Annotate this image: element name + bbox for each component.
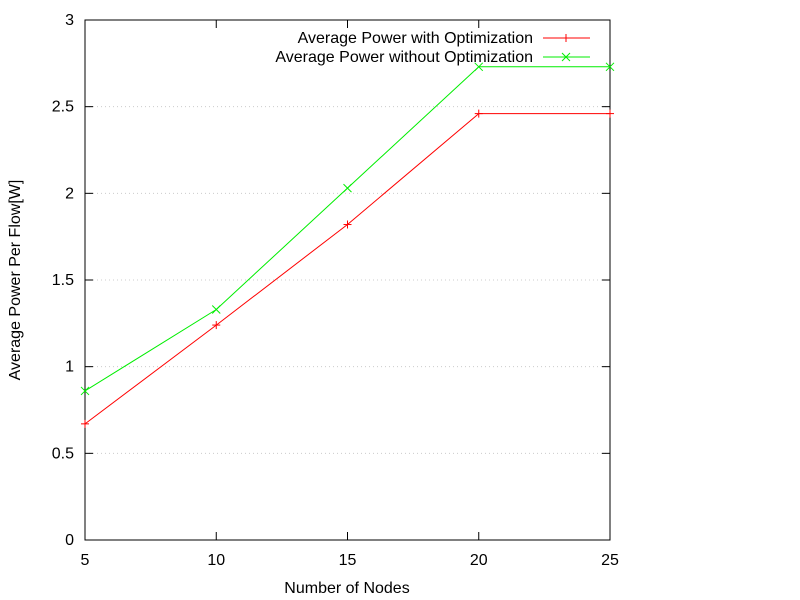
x-tick-label: 20: [470, 552, 488, 569]
data-point: [211, 305, 221, 314]
data-point: [605, 62, 615, 72]
legend-marker: [562, 34, 570, 42]
data-point: [606, 109, 614, 118]
y-tick-label: 3: [65, 12, 74, 29]
grid: [85, 106, 610, 454]
y-tick-label: 0.5: [52, 445, 74, 462]
series-line: [84, 66, 610, 392]
data-point: [474, 109, 483, 118]
data-point: [81, 419, 89, 428]
series-2: [80, 62, 615, 396]
y-axis-title: Average Power Per Flow[W]: [7, 180, 24, 381]
legend-entry: Average Power without Optimization: [275, 49, 590, 66]
series-group: [80, 62, 615, 428]
data-point: [343, 183, 352, 193]
series-1: [81, 109, 614, 428]
data-point: [343, 220, 352, 229]
legend-entry: Average Power with Optimization: [298, 30, 590, 47]
y-tick-label: 2.5: [52, 99, 74, 116]
y-tick-label: 1: [65, 359, 74, 376]
x-axis-title: Number of Nodes: [284, 580, 409, 597]
y-tick-label: 1.5: [52, 272, 74, 289]
data-point: [212, 321, 221, 330]
y-tick-label: 0: [65, 532, 74, 549]
legend-marker: [561, 52, 571, 62]
x-tick-label: 25: [601, 552, 619, 569]
y-tick-label: 2: [65, 185, 74, 202]
legend-label: Average Power without Optimization: [275, 49, 533, 66]
legend: Average Power with Optimization Average P…: [275, 30, 590, 66]
x-tick-label: 10: [207, 552, 225, 569]
data-point: [474, 62, 484, 72]
x-tick-label: 5: [81, 552, 90, 569]
data-point: [80, 386, 90, 396]
plot-frame: [84, 19, 611, 541]
legend-label: Average Power with Optimization: [298, 30, 533, 47]
axis-ticks: 0 0.5 1 1.5 2 2.5 3 5 10 15 20 25: [52, 12, 619, 569]
series-line: [84, 113, 610, 425]
x-tick-label: 15: [339, 552, 357, 569]
